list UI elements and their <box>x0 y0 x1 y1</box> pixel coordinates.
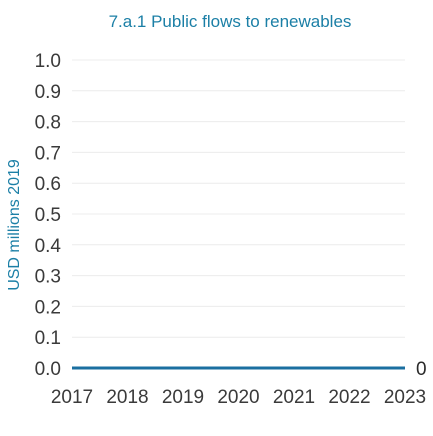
x-tick-label: 2022 <box>328 387 370 408</box>
data-labels: 0 <box>416 359 427 380</box>
x-tick-label: 2017 <box>51 387 93 408</box>
y-tick-labels: 0.0 0.1 0.2 0.3 0.4 0.5 0.6 0.7 0.8 0.9 1.0 <box>35 51 62 380</box>
end-value-label: 0 <box>416 359 427 380</box>
chart-title: 7.a.1 Public flows to renewables <box>109 12 352 31</box>
y-tick-label: 1.0 <box>35 51 61 72</box>
x-tick-label: 2021 <box>273 387 315 408</box>
x-tick-labels: 2017 2018 2019 2020 2021 2022 2023 <box>51 387 426 408</box>
y-axis-label: USD millions 2019 <box>6 159 23 291</box>
y-tick-label: 0.4 <box>35 236 62 257</box>
gridlines <box>72 59 405 369</box>
y-tick-label: 0.9 <box>35 82 61 103</box>
y-tick-label: 0.8 <box>35 113 61 134</box>
y-tick-label: 0.5 <box>35 205 61 226</box>
y-tick-label: 0.0 <box>35 359 61 380</box>
x-tick-label: 2023 <box>384 387 426 408</box>
x-tick-label: 2020 <box>217 387 259 408</box>
y-tick-label: 0.2 <box>35 297 61 318</box>
x-tick-label: 2018 <box>106 387 148 408</box>
y-tick-label: 0.6 <box>35 174 61 195</box>
y-tick-label: 0.3 <box>35 267 61 288</box>
x-tick-label: 2019 <box>162 387 204 408</box>
y-tick-label: 0.7 <box>35 143 61 164</box>
y-tick-label: 0.1 <box>35 328 61 349</box>
